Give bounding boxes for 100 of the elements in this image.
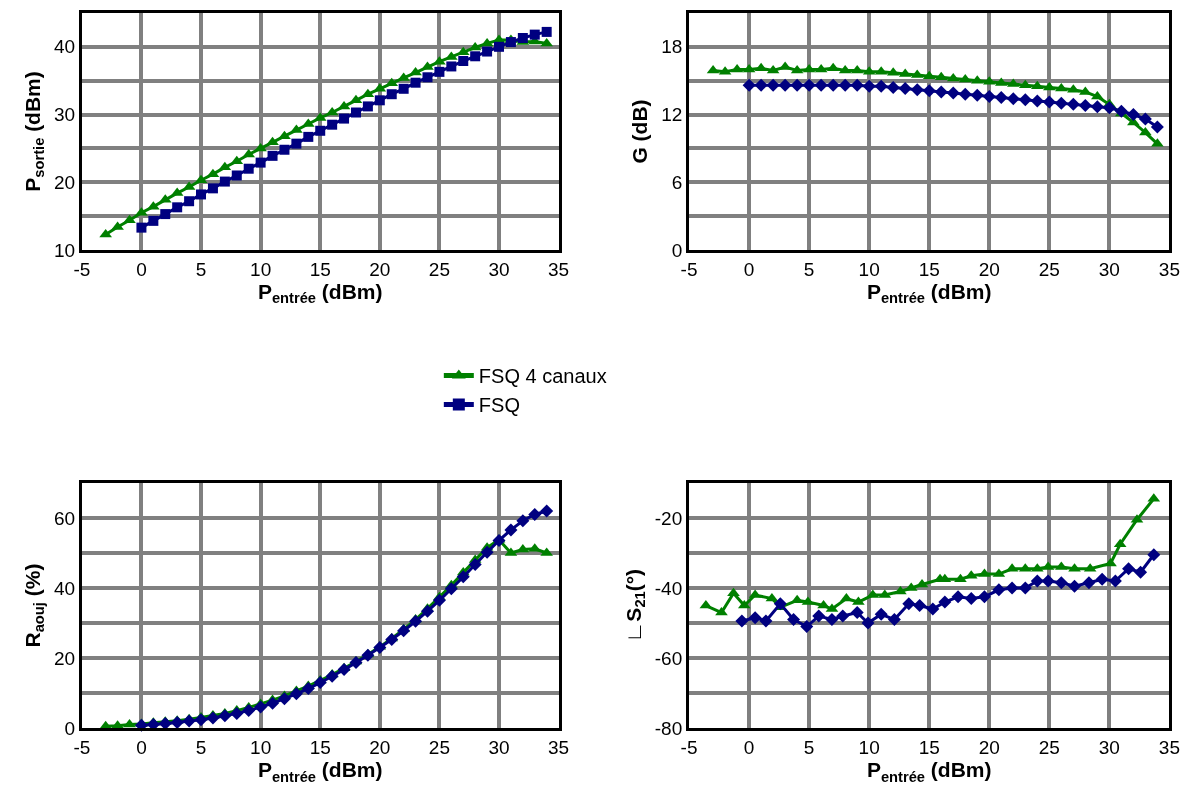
- point: [315, 125, 326, 136]
- point: [898, 82, 912, 96]
- point: [361, 648, 375, 662]
- point: [218, 161, 232, 171]
- point: [219, 176, 230, 187]
- point: [1091, 90, 1104, 100]
- x-tick-label: 30: [488, 258, 510, 280]
- point: [325, 669, 339, 683]
- point: [339, 113, 350, 124]
- point: [1078, 99, 1092, 112]
- x-tick-label: 35: [1158, 736, 1180, 758]
- point: [504, 523, 518, 537]
- y-tick-label: -40: [654, 577, 683, 599]
- x-tick-label: 20: [978, 258, 1000, 280]
- point: [850, 78, 864, 92]
- point: [516, 514, 530, 528]
- point: [874, 607, 888, 621]
- point: [255, 157, 266, 168]
- point: [456, 570, 470, 584]
- point: [922, 84, 936, 98]
- point: [954, 573, 967, 583]
- point: [301, 682, 315, 696]
- point: [349, 94, 363, 104]
- point: [266, 696, 280, 710]
- point: [773, 597, 787, 611]
- point: [1030, 574, 1044, 588]
- point: [277, 692, 291, 706]
- point: [787, 613, 801, 627]
- legend-label: FSQ 4 canaux: [478, 365, 607, 388]
- point: [254, 700, 268, 714]
- point: [934, 85, 948, 99]
- point: [242, 148, 256, 158]
- y-tick-label: -60: [654, 647, 683, 669]
- point: [1042, 95, 1056, 109]
- point: [494, 41, 505, 52]
- x-tick-label: 5: [803, 736, 815, 758]
- point: [887, 613, 901, 627]
- y-tick-label: 0: [64, 717, 76, 739]
- x-tick-label: 0: [136, 258, 147, 280]
- point: [790, 78, 804, 92]
- x-tick-label: 15: [918, 736, 940, 758]
- point: [373, 641, 387, 655]
- point: [735, 614, 749, 628]
- point: [170, 715, 184, 729]
- x-tick-label: 20: [369, 736, 391, 758]
- point: [886, 80, 900, 94]
- point: [874, 79, 888, 93]
- point: [1030, 94, 1044, 108]
- point: [946, 72, 960, 82]
- x-tick-label: 25: [428, 736, 450, 758]
- point: [1126, 108, 1140, 122]
- point: [242, 704, 256, 718]
- x-tick-label: 5: [803, 258, 815, 280]
- point: [505, 37, 516, 48]
- point: [982, 89, 996, 103]
- point: [850, 606, 864, 620]
- point: [1138, 112, 1152, 126]
- x-tick-label: 10: [250, 258, 272, 280]
- point: [148, 215, 159, 226]
- x-tick-label: 15: [309, 258, 331, 280]
- point: [458, 56, 469, 67]
- point: [540, 37, 554, 47]
- point: [374, 95, 385, 106]
- point: [350, 107, 361, 118]
- point: [1095, 572, 1109, 586]
- point: [337, 100, 351, 110]
- x-axis-title: P$_{entrée}$ (dBm): [866, 279, 992, 307]
- point: [759, 614, 773, 628]
- x-tick-label: 30: [1098, 736, 1120, 758]
- point: [409, 614, 423, 628]
- point: [778, 78, 792, 92]
- point: [977, 590, 991, 604]
- x-tick-label: 20: [978, 736, 1000, 758]
- y-tick-label: -20: [654, 507, 683, 529]
- point: [362, 101, 373, 112]
- point: [938, 595, 952, 609]
- point: [528, 507, 542, 521]
- point: [206, 711, 220, 725]
- point: [468, 558, 482, 572]
- point: [825, 613, 839, 627]
- point: [337, 663, 351, 677]
- y-tick-label: 40: [53, 577, 76, 599]
- x-tick-label: 25: [1038, 736, 1060, 758]
- point: [964, 592, 978, 606]
- y-tick-label: 10: [53, 239, 76, 261]
- point: [814, 63, 828, 73]
- point: [267, 150, 278, 161]
- point: [838, 78, 852, 92]
- point: [266, 136, 279, 146]
- point: [1018, 581, 1032, 595]
- point: [1005, 581, 1019, 595]
- y-tick-label: 60: [53, 507, 76, 529]
- point: [482, 46, 493, 57]
- point: [730, 63, 744, 73]
- point: [279, 144, 290, 155]
- point: [184, 196, 195, 207]
- point: [218, 709, 232, 723]
- point: [994, 91, 1008, 105]
- point: [913, 599, 927, 613]
- point: [902, 597, 916, 611]
